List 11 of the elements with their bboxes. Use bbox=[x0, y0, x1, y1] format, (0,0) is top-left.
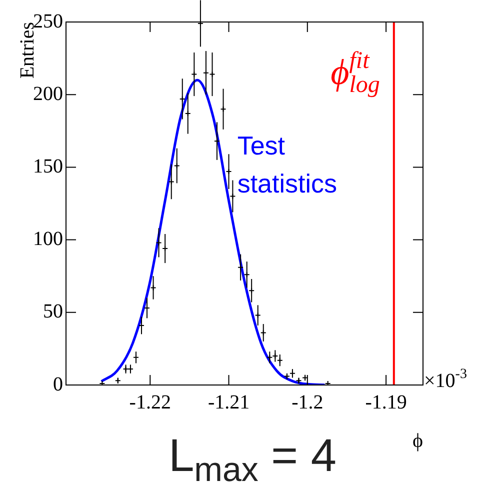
series-label: Test statistics bbox=[237, 130, 338, 198]
y-tick-label: 100 bbox=[33, 228, 63, 250]
x-tick-label: -1.21 bbox=[208, 391, 250, 414]
y-tick-label: 200 bbox=[33, 82, 63, 105]
x-axis-title: ϕ bbox=[412, 430, 423, 452]
x-tick-label: -1.22 bbox=[129, 391, 171, 414]
x-tick-label: -1.19 bbox=[365, 391, 407, 414]
x-tick-label: -1.2 bbox=[292, 391, 324, 414]
y-tick-label: 0 bbox=[53, 373, 63, 396]
y-tick-label: 150 bbox=[33, 155, 63, 178]
y-tick-label: 50 bbox=[43, 300, 63, 323]
